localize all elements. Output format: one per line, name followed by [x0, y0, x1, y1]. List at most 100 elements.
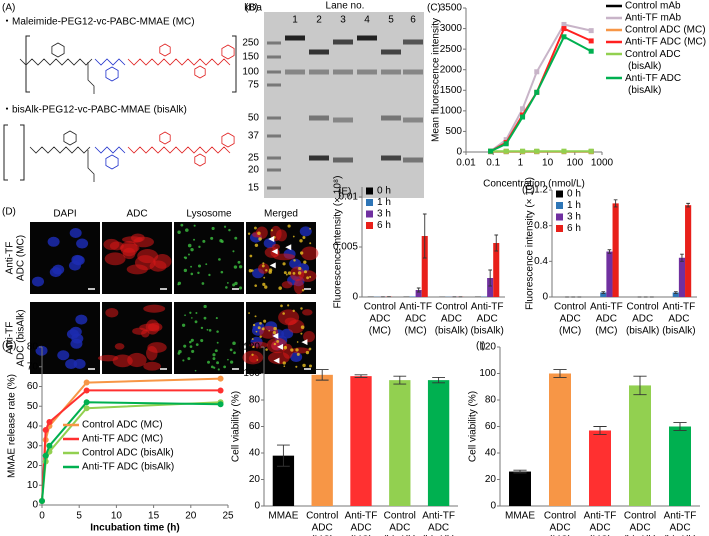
gel-band — [381, 69, 401, 75]
x-tick-label: 0.1 — [486, 158, 500, 169]
x-tick-label: ADC — [312, 523, 333, 534]
gel-band — [309, 49, 329, 55]
bar — [629, 385, 651, 506]
error-bar — [680, 253, 684, 262]
y-tick-label: 60 — [249, 421, 261, 432]
lysosome-dot — [191, 317, 193, 319]
lysosome-dot — [213, 366, 216, 369]
ring — [105, 154, 119, 170]
lysosome-dot — [223, 365, 227, 369]
y-tick-label: 0 — [254, 501, 260, 512]
adc-signal — [114, 343, 125, 350]
lysosome-dot — [251, 269, 254, 272]
ring — [159, 131, 171, 145]
lysosome-dot — [208, 329, 212, 332]
y-tick-label: 0.005 — [333, 242, 358, 253]
panel-label: (H) — [238, 341, 252, 352]
lysosome-dot — [206, 328, 209, 331]
lysosome-dot — [230, 360, 234, 364]
x-tick-label: (bisAlk) — [623, 535, 656, 536]
lysosome-dot — [247, 232, 251, 235]
lysosome-dot — [227, 358, 229, 361]
x-tick-label: (MC) — [405, 326, 427, 337]
lysosome-dot — [216, 341, 219, 344]
marker — [503, 141, 509, 147]
lysosome-dot — [302, 236, 306, 240]
lysosome-dot — [302, 363, 306, 368]
x-tick-label: 10 — [542, 158, 554, 169]
adc-signal — [139, 323, 160, 332]
lysosome-dot — [295, 348, 299, 352]
marker — [217, 375, 224, 382]
y-tick-label: 10 — [27, 480, 39, 491]
adc-signal — [255, 226, 268, 239]
bond-chain — [29, 146, 91, 154]
marker — [534, 89, 540, 95]
nucleus — [289, 258, 302, 269]
nucleus — [52, 264, 65, 275]
x-tick-label: ADC — [596, 314, 617, 325]
bar — [685, 205, 692, 297]
marker-label: 25 — [248, 153, 260, 164]
y-tick-label: 2000 — [440, 64, 463, 75]
nucleus — [299, 226, 312, 237]
x-tick-label: 20 — [185, 511, 197, 522]
x-tick-label: (bisAlk) — [663, 535, 696, 536]
lysosome-dot — [265, 348, 268, 351]
y-tick-label: 3000 — [440, 23, 463, 34]
ring — [159, 43, 171, 57]
lysosome-dot — [181, 323, 186, 327]
bar — [350, 376, 372, 506]
column-header: ADC — [126, 209, 147, 220]
bar — [493, 243, 500, 297]
ring — [221, 132, 235, 148]
nucleus — [69, 228, 82, 239]
error-bar — [633, 375, 647, 396]
lysosome-dot — [278, 286, 282, 290]
x-tick-label: 15 — [148, 511, 160, 522]
y-tick-label: 120 — [243, 342, 260, 353]
marker — [46, 419, 53, 426]
lysosome-dot — [305, 350, 310, 355]
bar — [389, 380, 411, 506]
lysosome-dot — [283, 365, 286, 368]
x-tick-label: (bisAlk) — [626, 326, 659, 337]
bar — [427, 380, 450, 506]
marker — [83, 379, 90, 386]
lysosome-dot — [237, 260, 241, 264]
lysosome-dot — [263, 276, 266, 279]
lysosome-dot — [292, 235, 295, 238]
x-tick-label: 0.01 — [456, 158, 476, 169]
y-tick-label: 80 — [27, 342, 39, 353]
lysosome-dot — [290, 348, 294, 352]
x-tick-label: Control — [384, 511, 416, 522]
arrowhead — [285, 244, 292, 251]
bar — [509, 471, 531, 506]
x-tick-label: ADC — [405, 314, 426, 325]
lysosome-dot — [193, 224, 196, 227]
lysosome-dot — [189, 311, 192, 314]
lysosome-dot — [225, 286, 228, 289]
adc-signal — [278, 309, 300, 326]
lane-title: Lane no. — [326, 1, 365, 12]
x-tick-label: MMAE — [268, 511, 298, 522]
adc-signal — [122, 247, 136, 260]
gel-band — [403, 157, 423, 163]
marker — [561, 26, 567, 32]
gel-band — [403, 117, 423, 123]
legend-label: Anti-TF ADC (MC) — [625, 37, 706, 48]
adc-signal — [303, 330, 315, 343]
y-tick-label: 60 — [27, 381, 39, 392]
y-tick-label: 100 — [479, 368, 496, 379]
gel-band — [333, 117, 353, 123]
lysosome-dot — [203, 304, 207, 309]
panel-label: (B) — [245, 3, 258, 14]
lysosome-dot — [257, 326, 261, 330]
lysosome-dot — [190, 338, 194, 342]
row-label: Anti-TF — [5, 322, 16, 355]
lysosome-dot — [258, 237, 262, 241]
lysosome-dot — [308, 364, 312, 368]
marker — [588, 48, 594, 54]
error-bar — [673, 291, 678, 294]
x-tick-label: Anti-TF — [662, 302, 695, 313]
